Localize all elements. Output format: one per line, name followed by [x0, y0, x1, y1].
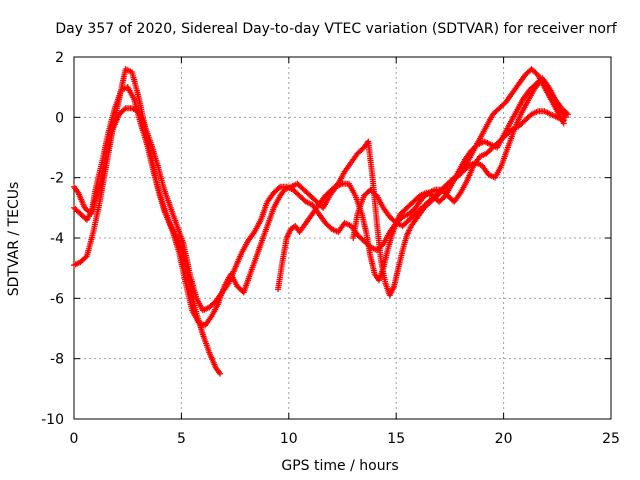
data-points — [71, 66, 572, 377]
series-trace-5 — [275, 78, 569, 299]
x-tick-label: 5 — [177, 431, 186, 447]
chart-title: Day 357 of 2020, Sidereal Day-to-day VTE… — [55, 21, 617, 37]
data-point-marker — [275, 184, 282, 191]
y-tick-label: -8 — [50, 352, 64, 368]
series-trace-4 — [240, 75, 572, 296]
x-tick-label: 15 — [387, 431, 405, 447]
data-point-marker — [562, 114, 569, 121]
y-tick-label: 2 — [55, 50, 64, 66]
grid-lines — [74, 57, 611, 419]
x-tick-label: 20 — [495, 431, 513, 447]
x-axis-label: GPS time / hours — [281, 458, 398, 474]
y-tick-label: 0 — [55, 110, 64, 126]
x-tick-label: 0 — [70, 431, 79, 447]
y-tick-label: -6 — [50, 291, 64, 307]
y-tick-label: -2 — [50, 171, 64, 187]
data-point-marker — [121, 106, 128, 113]
axis-ticks: 0 5 10 15 20 25 -10 -8 -6 -4 -2 0 2 — [41, 50, 620, 447]
y-tick-label: -10 — [41, 412, 64, 428]
x-tick-label: 25 — [602, 431, 620, 447]
data-point-marker — [82, 254, 89, 261]
x-tick-label: 10 — [280, 431, 298, 447]
y-axis-label: SDTVAR / TECUs — [6, 182, 22, 297]
y-tick-label: -4 — [50, 231, 64, 247]
data-point-marker — [217, 370, 224, 377]
series-trace-1 — [71, 66, 224, 377]
series-trace-6 — [350, 66, 567, 241]
data-point-marker — [560, 120, 567, 127]
series-trace-3 — [71, 105, 567, 314]
